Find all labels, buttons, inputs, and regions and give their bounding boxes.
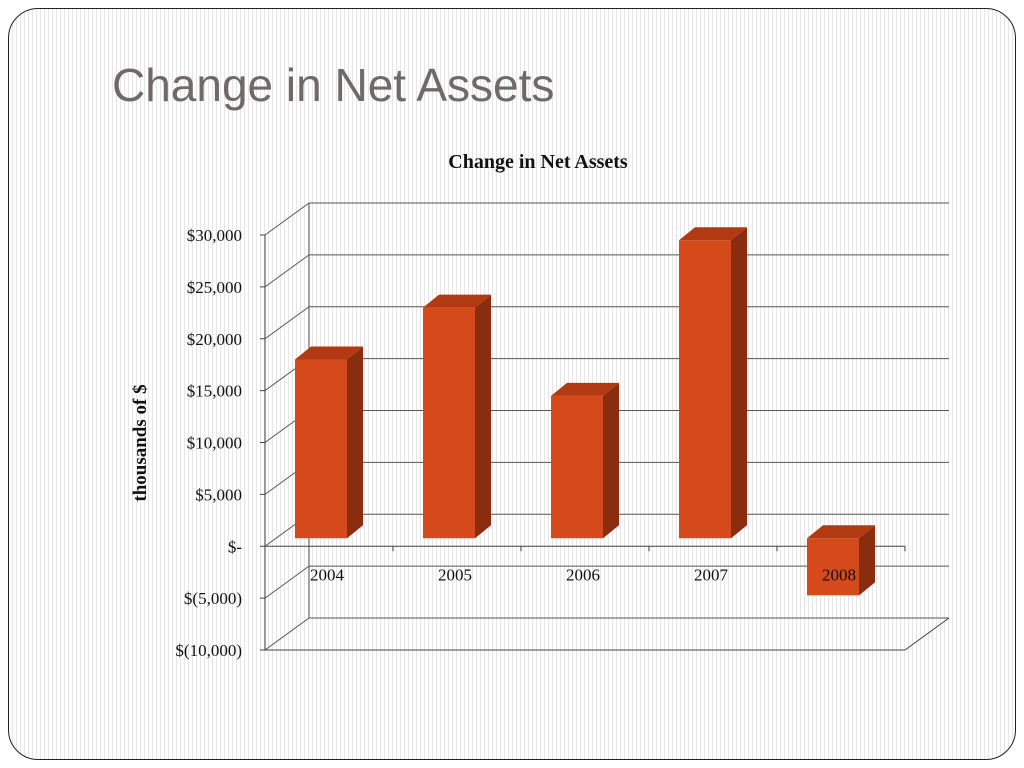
bar-front <box>807 538 859 596</box>
x-tick-label: 2004 <box>310 565 345 584</box>
bar-top <box>679 227 747 241</box>
bar-front <box>295 359 347 539</box>
gridline-side <box>264 254 310 288</box>
bar-top <box>295 346 363 360</box>
bar-front <box>679 240 731 539</box>
bar-side <box>859 525 875 596</box>
gridline-side <box>264 202 310 236</box>
y-tick-label: $(10,000) <box>175 641 242 660</box>
bar-top <box>807 525 875 539</box>
y-tick-label: $15,000 <box>187 382 242 401</box>
bar-2004 <box>295 346 363 539</box>
y-tick-label: $20,000 <box>187 330 242 349</box>
slide-title: Change in Net Assets <box>112 59 555 111</box>
y-tick-label: $- <box>228 537 243 556</box>
gridline-side <box>264 565 310 599</box>
y-tick-label: $10,000 <box>187 434 242 453</box>
gridline-side <box>264 306 310 340</box>
x-tick-label: 2005 <box>438 565 472 584</box>
gridline-side <box>264 617 310 651</box>
bar-side <box>347 346 363 539</box>
bar-front <box>551 395 603 539</box>
y-axis-label: thousands of $ <box>130 384 151 501</box>
bar-side <box>731 227 747 539</box>
y-tick-label: $25,000 <box>187 278 242 297</box>
labels: $30,000 $25,000 $20,000 $15,000 $10,000 $5,00… <box>130 151 856 660</box>
x-tick-label: 2008 <box>822 565 856 584</box>
bar-2008 <box>807 525 875 596</box>
bars <box>295 227 875 596</box>
x-tick-label: 2007 <box>694 565 729 584</box>
chart-title: Change in Net Assets <box>448 151 628 173</box>
bar-top <box>551 382 619 396</box>
y-tick-label: $5,000 <box>195 485 242 504</box>
bar-2007 <box>679 227 747 539</box>
slide-frame <box>8 8 1016 760</box>
bar-side <box>603 382 619 539</box>
bar-front <box>423 307 475 539</box>
x-tick-label: 2006 <box>566 565 600 584</box>
y-tick-label: $(5,000) <box>184 589 242 608</box>
bar-2005 <box>423 294 491 539</box>
bar-top <box>423 294 491 308</box>
bar-2006 <box>551 382 619 539</box>
axes <box>260 234 950 651</box>
bar-side <box>475 294 491 539</box>
floor-right-edge <box>904 617 950 651</box>
y-tick-label: $30,000 <box>187 226 242 245</box>
